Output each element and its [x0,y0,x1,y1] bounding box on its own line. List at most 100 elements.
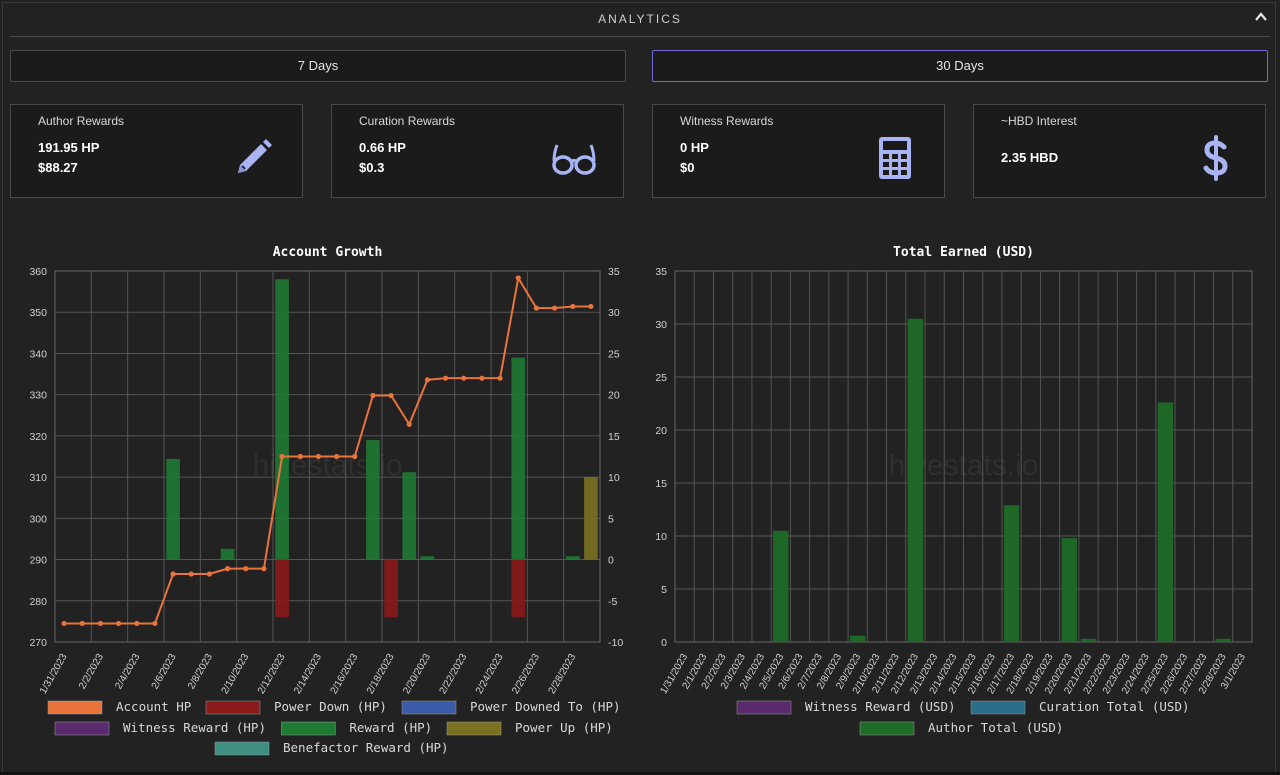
y-left-tick-label: 290 [29,555,47,567]
bar [166,458,180,560]
legend-swatch [970,700,1026,715]
legend-swatch [736,700,792,715]
period-30-days-button[interactable]: 30 Days [652,50,1268,82]
y-right-tick-label: 10 [608,472,620,484]
bottom-edge [0,772,1280,775]
account-hp-point [551,305,558,311]
legend-label: Curation Total (USD) [1039,699,1190,714]
y-tick-label: 25 [655,372,667,384]
account-hp-point [515,275,521,281]
y-right-tick-label: 35 [608,266,620,278]
account-hp-point [134,620,140,627]
card-title: Curation Rewards [359,114,456,128]
account-hp-point [424,377,431,383]
hbd-interest-card: ~HBD Interest 2.35 HBD [973,104,1266,198]
card-value-usd: $0.3 [359,160,385,175]
account-hp-point [442,375,449,381]
y-right-tick-label: 15 [608,431,620,443]
curation-rewards-card: Curation Rewards 0.66 HP $0.3 [331,104,624,198]
account-hp-point [315,453,322,460]
legend-label: Power Downed To (HP) [470,699,621,714]
bar [565,556,580,560]
y-tick-label: 35 [655,266,667,278]
legend-swatch [401,700,457,715]
y-left-tick-label: 340 [29,348,47,360]
y-tick-label: 30 [655,319,667,331]
card-title: ~HBD Interest [1001,114,1077,128]
calculator-icon [879,137,911,179]
bar [420,556,435,560]
account-hp-point [206,571,213,577]
period-7-days-button[interactable]: 7 Days [10,50,626,82]
account-hp-point [370,392,376,399]
bar [1003,505,1020,642]
y-left-tick-label: 350 [29,307,47,319]
x-tick-label: 2/8/2023 [186,652,215,692]
plot-area [54,270,601,643]
y-right-tick-label: 5 [608,513,614,525]
legend-label: Reward (HP) [349,720,432,735]
chevron-up-icon[interactable] [1254,10,1268,24]
account-hp-point [97,620,104,627]
account-hp-line [64,275,591,625]
legend-label: Power Up (HP) [515,720,613,735]
witness-rewards-card: Witness Rewards 0 HP $0 [652,104,945,198]
bar [1061,538,1077,642]
legend-label: Author Total (USD) [928,720,1063,735]
account-hp-point [279,453,285,460]
legend-swatch [859,721,915,736]
y-right-tick-label: 25 [608,348,620,360]
card-title: Witness Rewards [680,114,774,128]
account-hp-point [243,566,249,572]
bar [584,477,598,560]
card-value-hp: 0.66 HP [359,140,406,155]
bar [1080,638,1097,642]
bar [366,440,380,560]
account-hp-point [297,453,303,460]
account-hp-point [61,620,67,627]
account-hp-point [388,392,394,399]
account-hp-point [461,375,467,381]
card-value-usd: $0 [680,160,695,175]
account-hp-point [152,620,158,627]
y-left-tick-label: 270 [29,637,47,649]
card-title: Author Rewards [38,114,125,128]
legend-swatch [205,700,261,715]
x-tick-label: 2/20/2023 [401,652,433,696]
y-left-tick-label: 280 [29,596,47,608]
account-hp-point [261,566,267,572]
x-tick-label: 2/16/2023 [329,652,361,696]
account-hp-point [406,421,412,427]
y-tick-label: 10 [655,531,667,543]
bar [773,530,789,642]
y-right-tick-label: 0 [608,555,614,567]
account-hp-point [188,571,194,577]
x-tick-label: 2/10/2023 [220,652,252,696]
legend-label: Witness Reward (USD) [805,699,956,714]
y-right-tick-label: 20 [608,390,620,402]
y-tick-label: 5 [661,584,667,596]
account-hp-point [479,375,485,381]
x-tick-label: 2/2/2023 [77,652,106,692]
bar [275,279,289,560]
x-tick-label: 2/18/2023 [365,652,397,696]
account-hp-point [497,375,503,381]
analytics-title: ANALYTICS [598,12,682,26]
legend-label: Benefactor Reward (HP) [283,740,449,755]
legend-label: Power Down (HP) [274,699,387,714]
y-left-tick-label: 320 [29,431,47,443]
bar [1215,638,1231,642]
account-hp-point [570,303,576,310]
x-tick-label: 2/4/2023 [113,652,142,692]
account-hp-point [333,453,340,460]
account-hp-point [533,305,540,311]
y-left-tick-label: 360 [29,266,47,278]
account-hp-point [352,453,358,460]
x-tick-label: 2/6/2023 [150,652,179,692]
account-hp-point [170,571,176,577]
x-tick-label: 2/14/2023 [292,652,324,696]
pencil-icon [238,139,272,173]
x-tick-label: 2/12/2023 [256,652,288,696]
legend-label: Witness Reward (HP) [123,720,266,735]
bar [511,559,526,618]
